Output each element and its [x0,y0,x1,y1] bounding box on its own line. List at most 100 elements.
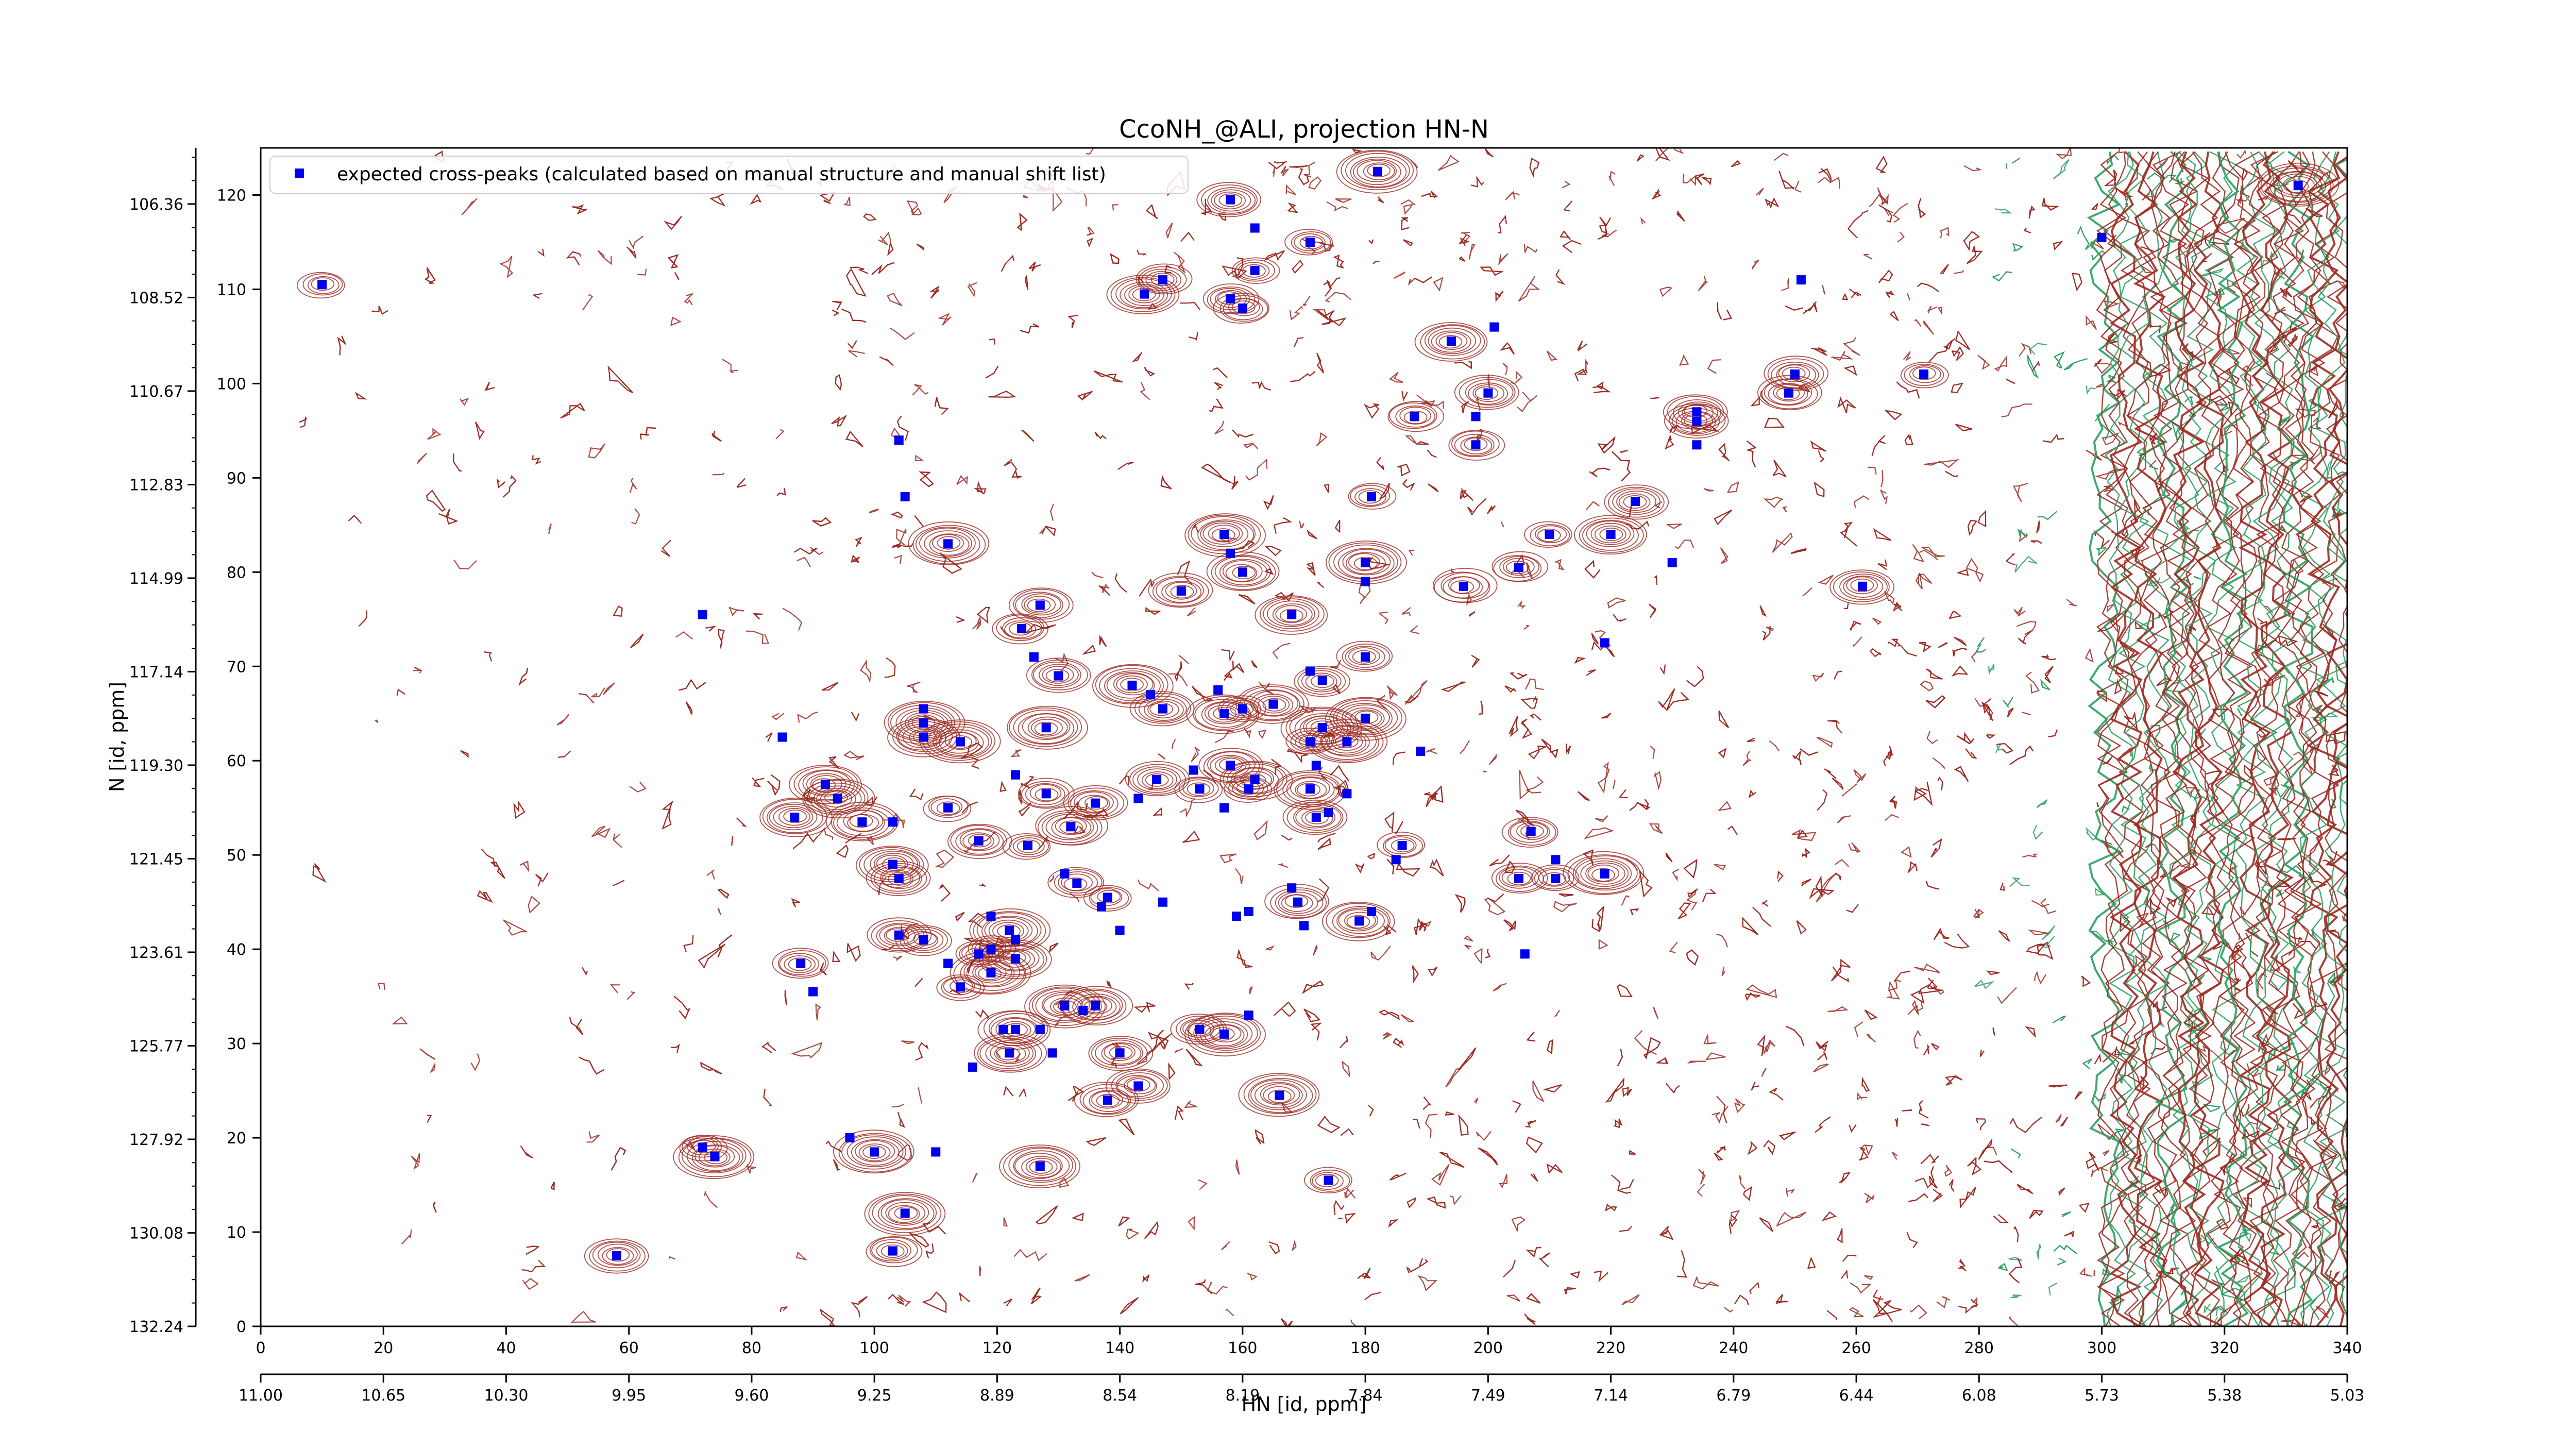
contour-line [2026,943,2046,954]
peak-contour-ring [1186,694,1260,734]
peak-contour-ring [1764,379,1812,406]
contour-line [1232,663,1244,673]
peak-contour-ring [872,1195,937,1231]
contour-line [661,540,671,557]
contour-line [1426,1196,1446,1209]
contour-line [1906,1232,1918,1249]
cross-peak-marker [1226,294,1235,304]
contour-line [845,430,863,448]
contour-line [1945,1075,1963,1086]
contour-line [1831,351,1853,361]
peak-contour-ring [687,1141,743,1172]
contour-line [2148,324,2161,333]
peak-contour-ring [2285,179,2309,193]
contour-line [752,777,765,787]
contour-line [1335,198,1352,203]
contour-line [1118,775,1130,785]
peak-contour-ring [985,1040,1034,1067]
legend: expected cross-peaks (calculated based o… [269,156,1189,194]
peak-contour-ring [1448,430,1505,461]
y-ppm-tick-label: 106.36 [129,196,183,214]
contour-line [1658,688,1675,712]
contour-line [1525,776,1544,794]
peak-contour-ring [1021,1156,1061,1178]
contour-line [1630,908,1640,915]
peak-contour-ring [1342,704,1390,731]
contour-line [1913,1030,1921,1049]
contour-line [1180,231,1195,242]
contour-line [2315,1306,2329,1319]
contour-line [1298,168,1310,186]
contour-line [1439,1151,1465,1168]
contour-line [1384,812,1395,833]
peak-contour-ring [1032,661,1081,688]
x-index-tick-label: 20 [374,1339,393,1357]
contour-line [1703,488,1714,492]
peak-contour-ring [1770,362,1819,389]
contour-line [679,679,706,691]
contour-line [2029,1209,2044,1219]
contour-line [1532,696,1537,702]
contour-line [377,983,385,990]
contour-line [1018,802,1031,817]
contour-line [1640,217,1646,225]
contour-line [502,475,517,498]
contour-line [1504,685,1517,693]
peak-contour-ring [950,979,973,993]
contour-line [1137,879,1160,891]
peak-contour-ring [1061,873,1093,891]
peak-contour-ring [1563,851,1645,895]
contour-line [2147,509,2150,516]
cross-peak-marker [870,1147,879,1157]
contour-line [513,800,526,819]
contour-line [1438,155,1460,171]
contour-line [1818,575,1834,585]
contour-line [490,862,505,879]
contour-line [2156,677,2173,686]
contour-line [1188,1216,1195,1231]
contour-line [1716,1096,1727,1123]
contour-line [591,825,611,838]
contour-line [1172,739,1176,749]
contour-line [1992,271,2012,282]
contour-line [609,984,620,993]
contour-line [1884,591,1895,605]
cross-peak-marker [857,817,867,827]
contour-line [1785,305,1803,311]
contour-line [1956,569,1969,576]
contour-line [2153,1001,2167,1013]
contour-line [2327,1155,2336,1169]
x-index-tick-label: 340 [2332,1339,2362,1357]
contour-line [1461,401,1469,413]
contour-line [1772,460,1787,478]
contour-line [2208,395,2229,406]
contour-line [1714,864,1726,871]
peak-contour-ring [976,912,1042,948]
peak-contour-ring [1003,1146,1076,1186]
contour-line [1621,1294,1640,1306]
contour-line [2170,932,2181,943]
contour-line [1072,1092,1079,1102]
peak-contour-ring [885,1202,926,1224]
contour-line [2184,151,2216,1326]
contour-line [2272,151,2305,1326]
contour-line [823,199,831,204]
contour-line [1888,979,1902,991]
contour-line [1786,1025,1805,1047]
cross-peak-marker [1176,586,1186,596]
contour-line [1718,443,1730,462]
peak-contour-ring [1035,806,1109,846]
contour-line [1742,917,1759,935]
x-ppm-tick-label: 6.08 [1962,1387,1996,1405]
contour-line [1747,1140,1757,1155]
peak-contour-ring [1047,867,1105,898]
contour-line [2017,528,2027,538]
contour-line [1221,649,1235,662]
contour-line [438,509,459,525]
contour-line [1565,744,1571,754]
contour-line [1749,1282,1760,1294]
contour-line [1317,837,1331,850]
contour-line [1629,801,1650,811]
contour-line [1591,633,1599,645]
contour-line [1404,695,1419,703]
